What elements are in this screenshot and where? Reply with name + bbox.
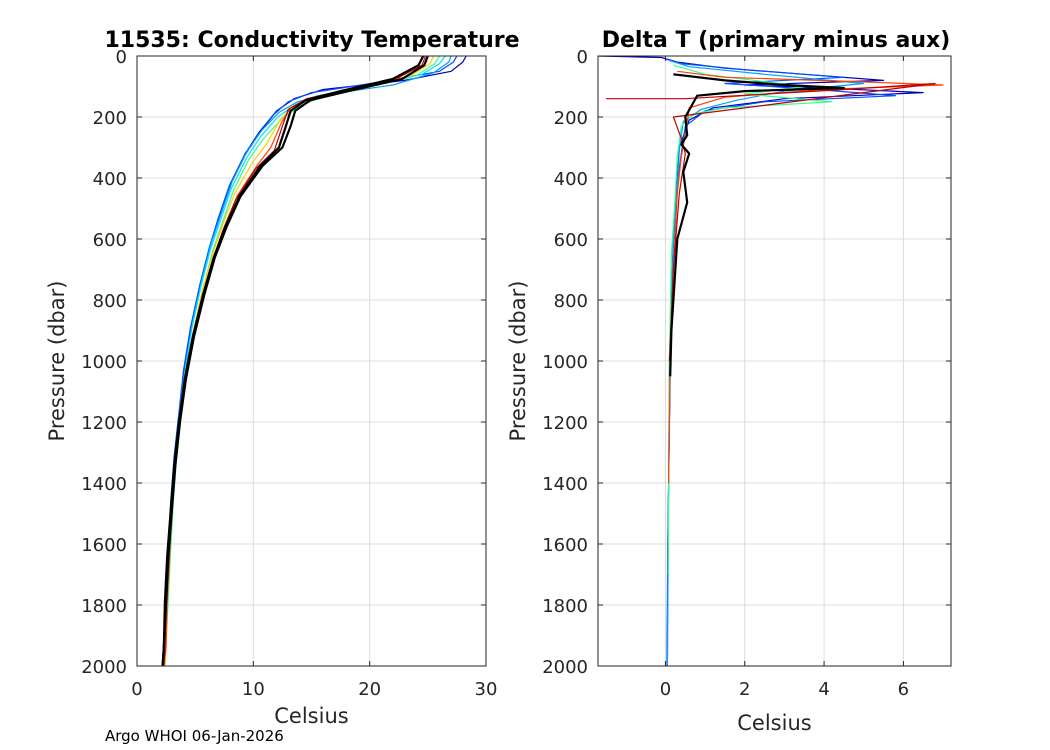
x-tick-label: 0	[660, 679, 671, 700]
x-tick-label: 20	[358, 679, 381, 700]
y-tick-label: 400	[93, 169, 127, 190]
x-axis-label: Celsius	[274, 704, 348, 728]
y-tick-label: 1200	[542, 413, 588, 434]
series-line-9	[161, 56, 429, 666]
series-line-3	[667, 64, 833, 575]
y-tick-label: 600	[554, 230, 588, 251]
y-tick-label: 2000	[542, 657, 588, 678]
y-tick-label: 200	[554, 108, 588, 129]
chart-title: Delta T (primary minus aux)	[602, 28, 951, 53]
y-tick-label: 1600	[81, 535, 127, 556]
x-tick-label: 30	[475, 679, 498, 700]
series-line-2	[666, 60, 865, 666]
y-tick-label: 1000	[81, 352, 127, 373]
y-tick-label: 1400	[542, 474, 588, 495]
delta-t-panel: 0 2 4 6 0 200 400 600 800 1000 1200 1400 1600 1800 200…	[506, 28, 952, 735]
y-tick-label: 600	[93, 230, 127, 251]
y-axis-label: Pressure (dbar)	[506, 281, 530, 442]
footer-label: Argo WHOI 06-Jan-2026	[105, 727, 284, 745]
series-line-5	[605, 82, 936, 362]
y-tick-label: 200	[93, 108, 127, 129]
series-group	[598, 56, 944, 666]
x-tick-label: 2	[739, 679, 750, 700]
series-line-1	[665, 58, 897, 666]
x-tick-label: 6	[898, 679, 909, 700]
x-tick-label: 4	[818, 679, 829, 700]
y-tick-label: 1000	[542, 352, 588, 373]
x-tick-label: 0	[131, 679, 142, 700]
y-tick-label: 0	[577, 47, 588, 68]
y-tick-label: 2000	[81, 657, 127, 678]
y-tick-label: 1800	[542, 596, 588, 617]
y-axis-label: Pressure (dbar)	[45, 281, 69, 442]
x-tick-label: 10	[242, 679, 265, 700]
y-tick-label: 400	[554, 169, 588, 190]
series-group	[161, 56, 467, 666]
series-line-6	[669, 73, 846, 377]
x-axis-label: Celsius	[737, 711, 811, 735]
chart-title: 11535: Conductivity Temperature	[104, 28, 519, 53]
series-line-4	[668, 70, 944, 484]
y-tick-label: 800	[554, 291, 588, 312]
y-tick-label: 800	[93, 291, 127, 312]
y-tick-label: 0	[116, 47, 127, 68]
y-tick-label: 1800	[81, 596, 127, 617]
y-tick-label: 1200	[81, 413, 127, 434]
y-tick-label: 1600	[542, 535, 588, 556]
y-tick-label: 1400	[81, 474, 127, 495]
conductivity-temperature-panel: 0 10 20 30 0 200 400 600 800 1000 1200 1400 1600 1800…	[45, 28, 520, 728]
